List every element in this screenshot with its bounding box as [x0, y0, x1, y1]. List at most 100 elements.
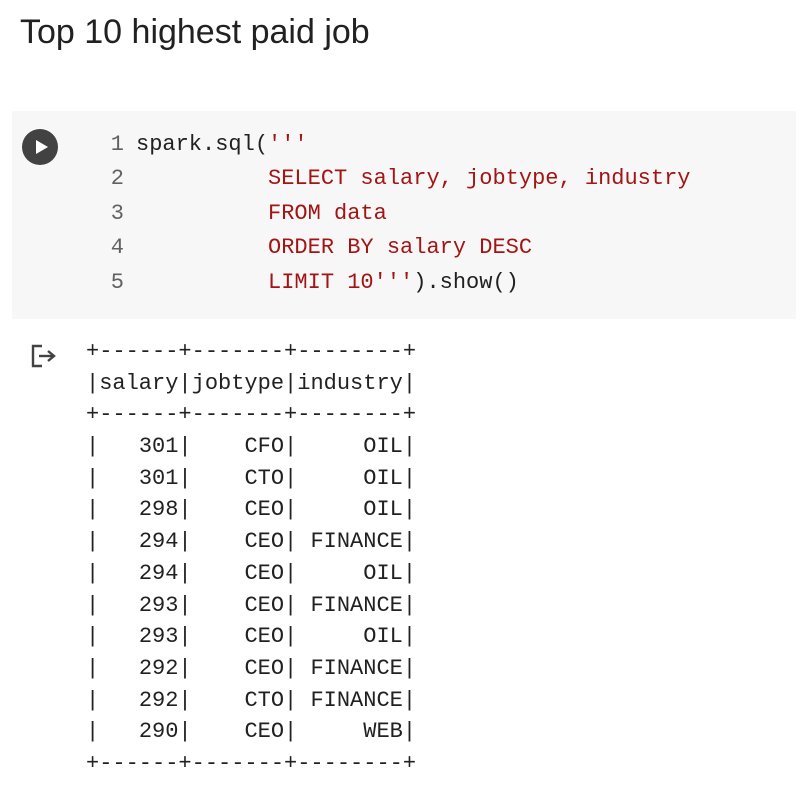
table-row: | 292| CTO| FINANCE| — [86, 685, 416, 717]
column-header: jobtype — [191, 370, 285, 396]
pipe: | — [178, 687, 192, 713]
table-cell: OIL — [363, 497, 403, 523]
table-cell: 301 — [138, 434, 179, 460]
pipe: | — [402, 434, 417, 460]
table-cell: 294 — [138, 560, 179, 586]
pipe: | — [402, 624, 417, 650]
pipe: | — [284, 529, 298, 555]
code-text[interactable]: SELECT salary, jobtype, industry — [136, 162, 690, 196]
pipe: | — [402, 560, 417, 586]
run-cell-button[interactable] — [22, 129, 58, 165]
pipe: | — [86, 465, 100, 491]
table-cell: 293 — [138, 592, 179, 618]
string-literal: LIMIT 10''' — [136, 269, 414, 295]
cell-output: +------+-------+--------+ |salary|jobtype… — [86, 336, 416, 780]
table-border: +------+-------+--------+ — [86, 336, 416, 368]
table-row: | 301| CTO| OIL| — [86, 463, 416, 495]
table-row: | 294| CEO| FINANCE| — [86, 526, 416, 558]
table-cell: 301 — [138, 465, 179, 491]
play-icon — [36, 140, 48, 154]
table-cell: CEO — [244, 719, 285, 745]
pipe: | — [178, 592, 192, 618]
table-row: | 298| CEO| OIL| — [86, 494, 416, 526]
pipe: | — [178, 655, 192, 681]
pipe: | — [178, 370, 192, 396]
pipe: | — [86, 529, 100, 555]
pipe: | — [284, 592, 298, 618]
pipe: | — [284, 560, 298, 586]
table-cell: FINANCE — [310, 529, 403, 555]
cell-padding — [99, 656, 139, 681]
table-row: | 293| CEO| FINANCE| — [86, 590, 416, 622]
cell-padding — [297, 593, 310, 618]
code-text[interactable]: spark.sql(''' — [136, 128, 308, 162]
table-cell: 298 — [138, 497, 179, 523]
string-literal: FROM data — [136, 200, 387, 226]
cell-padding — [297, 561, 363, 586]
cell-padding — [297, 719, 363, 744]
table-row: | 293| CEO| OIL| — [86, 621, 416, 653]
code-text[interactable]: ORDER BY salary DESC — [136, 231, 532, 265]
pipe: | — [402, 370, 417, 396]
table-border: +------+-------+--------+ — [86, 748, 416, 780]
pipe: | — [178, 497, 192, 523]
output-redirect-icon — [31, 344, 56, 368]
cell-padding — [297, 688, 310, 713]
table-row: | 301| CFO| OIL| — [86, 431, 416, 463]
cell-padding — [192, 593, 245, 618]
cell-padding — [99, 719, 139, 744]
cell-padding — [297, 497, 363, 522]
code-text[interactable]: LIMIT 10''').show() — [136, 266, 519, 300]
line-number: 1 — [110, 132, 124, 157]
code-text[interactable]: FROM data — [136, 197, 387, 231]
cell-padding — [192, 688, 245, 713]
pipe: | — [284, 687, 298, 713]
pipe: | — [178, 434, 192, 460]
table-header: |salary|jobtype|industry| — [86, 368, 416, 400]
pipe: | — [284, 370, 298, 396]
pipe: | — [86, 687, 100, 713]
pipe: | — [86, 592, 100, 618]
table-border-text: +------+-------+--------+ — [86, 402, 417, 428]
cell-padding — [99, 688, 139, 713]
pipe: | — [284, 655, 298, 681]
table-cell: OIL — [363, 560, 403, 586]
pipe: | — [402, 465, 417, 491]
cell-padding — [297, 656, 310, 681]
line-number: 5 — [110, 269, 124, 295]
cell-padding — [192, 561, 245, 586]
table-row: | 294| CEO| OIL| — [86, 558, 416, 590]
pipe: | — [178, 560, 192, 586]
column-header: industry — [297, 370, 403, 396]
pipe: | — [86, 719, 100, 745]
table-cell: CEO — [244, 624, 285, 650]
pipe: | — [284, 719, 298, 745]
code-cell[interactable]: 1 spark.sql(''' 2 SELECT salary, jobtype, … — [12, 111, 796, 319]
pipe: | — [86, 624, 100, 650]
table-cell: CTO — [244, 465, 285, 491]
pipe: | — [402, 497, 417, 523]
cell-padding — [99, 529, 139, 554]
pipe: | — [284, 465, 298, 491]
table-cell: CEO — [244, 592, 285, 618]
table-cell: OIL — [363, 624, 403, 650]
line-number: 3 — [110, 200, 124, 226]
pipe: | — [86, 655, 100, 681]
cell-padding — [99, 466, 139, 491]
cell-padding — [192, 719, 245, 744]
table-cell: WEB — [363, 719, 403, 745]
pipe: | — [178, 624, 192, 650]
table-cell: CTO — [244, 687, 285, 713]
cell-padding — [99, 624, 139, 649]
pipe: | — [284, 434, 298, 460]
notebook-heading: Top 10 highest paid job — [20, 13, 370, 51]
table-row: | 292| CEO| FINANCE| — [86, 653, 416, 685]
table-border-text: +------+-------+--------+ — [86, 339, 417, 364]
cell-padding — [297, 529, 310, 554]
table-cell: FINANCE — [310, 592, 403, 618]
table-cell: CEO — [244, 497, 285, 523]
table-cell: CEO — [244, 529, 285, 555]
cell-padding — [99, 561, 139, 586]
pipe: | — [178, 465, 192, 491]
cell-padding — [192, 624, 245, 649]
